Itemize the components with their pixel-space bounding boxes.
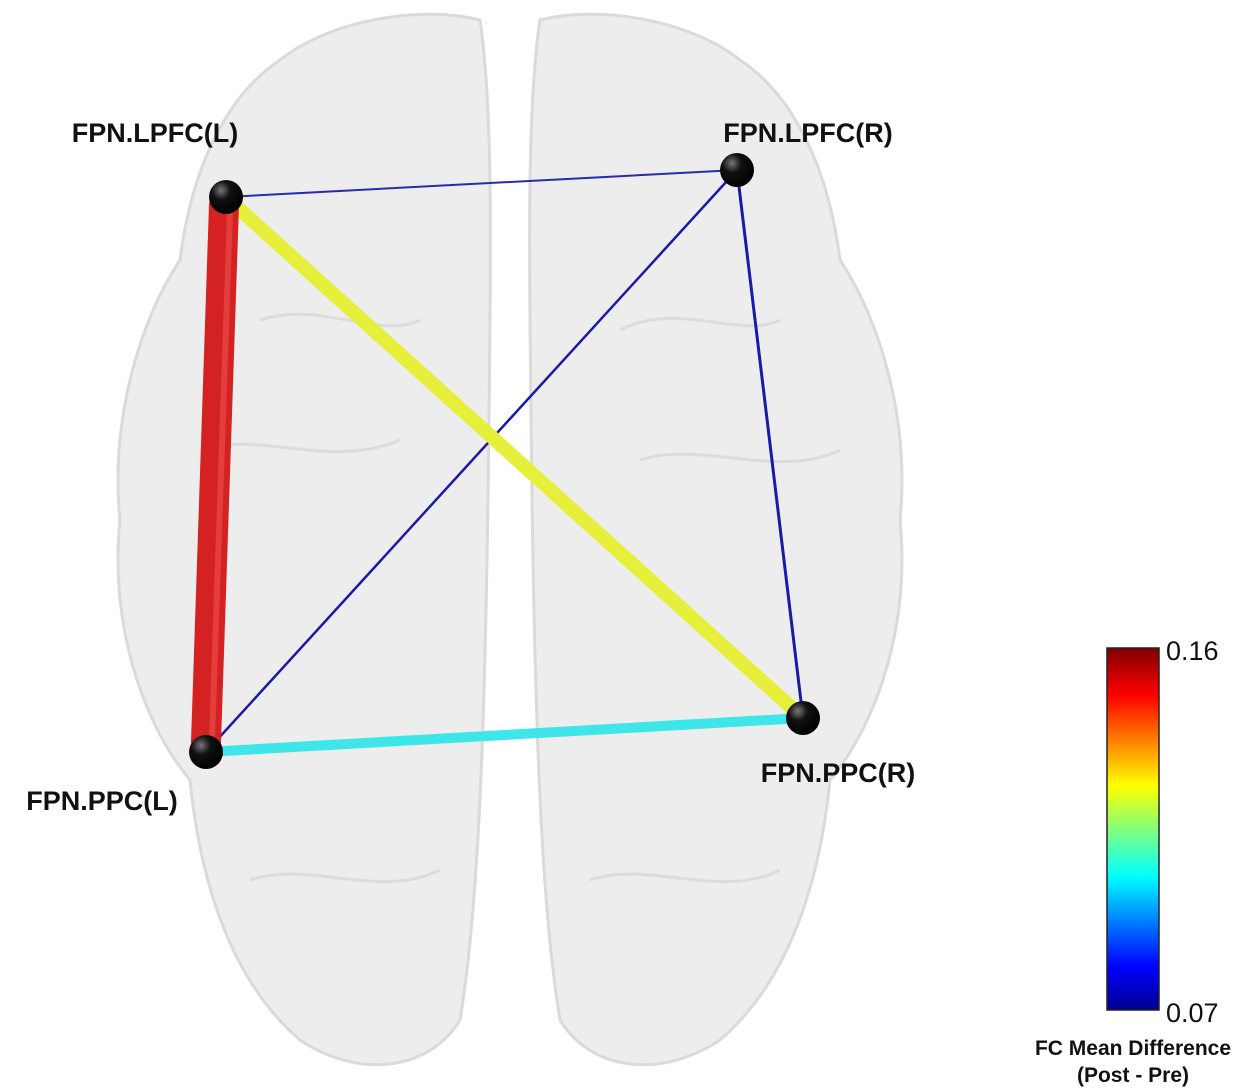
diagram: FPN.LPFC(L) FPN.LPFC(R) FPN.PPC(L) FPN.P… bbox=[0, 0, 1258, 1092]
node-label: FPN.PPC(L) bbox=[26, 786, 178, 816]
colorbar-max: 0.16 bbox=[1166, 636, 1219, 666]
node bbox=[189, 735, 223, 769]
node bbox=[209, 180, 243, 214]
colorbar-subtitle: (Post - Pre) bbox=[1077, 1064, 1189, 1087]
page: FPN.LPFC(L) FPN.LPFC(R) FPN.PPC(L) FPN.P… bbox=[0, 0, 1258, 1092]
colorbar bbox=[1107, 648, 1159, 1010]
brain-outline bbox=[118, 14, 902, 1064]
node-label: FPN.LPFC(R) bbox=[723, 118, 892, 148]
node bbox=[786, 701, 820, 735]
node bbox=[720, 153, 754, 187]
colorbar-title: FC Mean Difference bbox=[1035, 1037, 1231, 1060]
node-label: FPN.PPC(R) bbox=[761, 758, 916, 788]
colorbar-min: 0.07 bbox=[1166, 998, 1219, 1028]
node-label: FPN.LPFC(L) bbox=[72, 118, 238, 148]
